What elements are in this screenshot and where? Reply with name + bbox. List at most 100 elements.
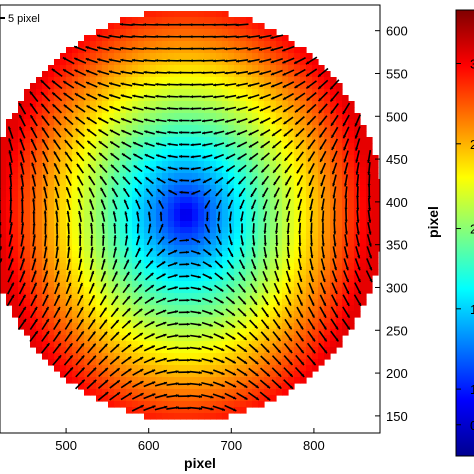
field-cell	[192, 389, 199, 396]
field-cell	[288, 65, 295, 72]
field-cell	[276, 65, 283, 72]
field-cell	[168, 347, 175, 354]
field-cell	[222, 353, 229, 360]
field-cell	[48, 215, 55, 222]
field-cell	[282, 113, 289, 120]
field-cell	[12, 269, 19, 276]
vector-arrow-head	[34, 306, 38, 311]
field-cell	[120, 119, 127, 126]
field-cell	[216, 341, 223, 348]
vector-arrow-head	[41, 103, 45, 107]
field-cell	[372, 155, 379, 162]
field-cell	[144, 137, 151, 144]
vector-arrow	[51, 68, 63, 78]
field-cell	[126, 215, 133, 222]
field-cell	[258, 269, 265, 276]
field-cell	[300, 197, 307, 204]
field-cell	[348, 263, 355, 270]
field-cell	[6, 233, 13, 240]
field-cell	[120, 35, 127, 42]
field-cell	[126, 161, 133, 168]
field-cell	[144, 245, 151, 252]
field-cell	[72, 263, 79, 270]
field-cell	[120, 305, 127, 312]
vector-arrow-head	[64, 140, 68, 144]
field-cell	[72, 365, 79, 372]
field-cell	[186, 305, 193, 312]
field-cell	[54, 305, 61, 312]
field-cell	[198, 347, 205, 354]
field-cell	[108, 305, 115, 312]
field-cell	[102, 203, 109, 210]
field-cell	[312, 275, 319, 282]
field-cell	[168, 209, 175, 216]
field-cell	[294, 167, 301, 174]
vector-arrow-head	[54, 175, 58, 179]
vector-arrow-head	[29, 91, 33, 95]
field-cell	[210, 341, 217, 348]
field-cell	[216, 389, 223, 396]
vector-arrow	[63, 354, 74, 366]
field-cell	[246, 263, 253, 270]
field-cell	[330, 317, 337, 324]
field-cell	[162, 395, 169, 402]
field-cell	[210, 47, 217, 54]
field-cell	[90, 383, 97, 390]
field-cell	[150, 41, 157, 48]
field-cell	[300, 107, 307, 114]
vector-arrow-head	[164, 405, 168, 409]
field-cell	[252, 257, 259, 264]
field-cell	[348, 239, 355, 246]
field-cell	[216, 173, 223, 180]
field-cell	[348, 317, 355, 324]
vector-arrow	[20, 234, 25, 247]
field-cell	[348, 257, 355, 264]
vector-arrow	[132, 153, 143, 160]
field-cell	[108, 257, 115, 264]
field-cell	[180, 77, 187, 84]
field-cell	[294, 245, 301, 252]
field-cell	[42, 77, 49, 84]
field-cell	[270, 89, 277, 96]
field-cell	[84, 167, 91, 174]
field-cell	[234, 311, 241, 318]
field-cell	[162, 95, 169, 102]
vector-arrow	[178, 358, 191, 362]
vector-arrow	[121, 141, 132, 148]
field-cell	[114, 101, 121, 108]
field-cell	[126, 317, 133, 324]
field-cell	[48, 353, 55, 360]
field-cell	[30, 305, 37, 312]
field-cell	[210, 359, 217, 366]
field-cell	[306, 371, 313, 378]
vector-arrow	[63, 104, 74, 114]
field-cell	[168, 83, 175, 90]
field-cell	[48, 293, 55, 300]
vector-arrow	[18, 114, 26, 127]
field-cell	[246, 251, 253, 258]
vector-arrow-head	[187, 358, 191, 362]
field-cell	[264, 77, 271, 84]
field-cell	[312, 197, 319, 204]
field-cell	[114, 389, 121, 396]
vector-arrow	[20, 198, 24, 211]
field-cell	[372, 233, 379, 240]
field-cell	[192, 173, 199, 180]
vector-arrow	[74, 116, 86, 125]
field-cell	[54, 149, 61, 156]
field-cell	[246, 371, 253, 378]
field-cell	[222, 89, 229, 96]
field-cell	[90, 197, 97, 204]
field-cell	[222, 101, 229, 108]
field-cell	[132, 107, 139, 114]
vector-arrow-head	[102, 247, 106, 251]
vector-arrow-head	[89, 211, 93, 215]
field-cell	[336, 221, 343, 228]
field-cell	[228, 23, 235, 30]
field-cell	[162, 89, 169, 96]
field-cell	[156, 401, 163, 408]
field-cell	[318, 347, 325, 354]
field-cell	[222, 191, 229, 198]
field-cell	[180, 305, 187, 312]
